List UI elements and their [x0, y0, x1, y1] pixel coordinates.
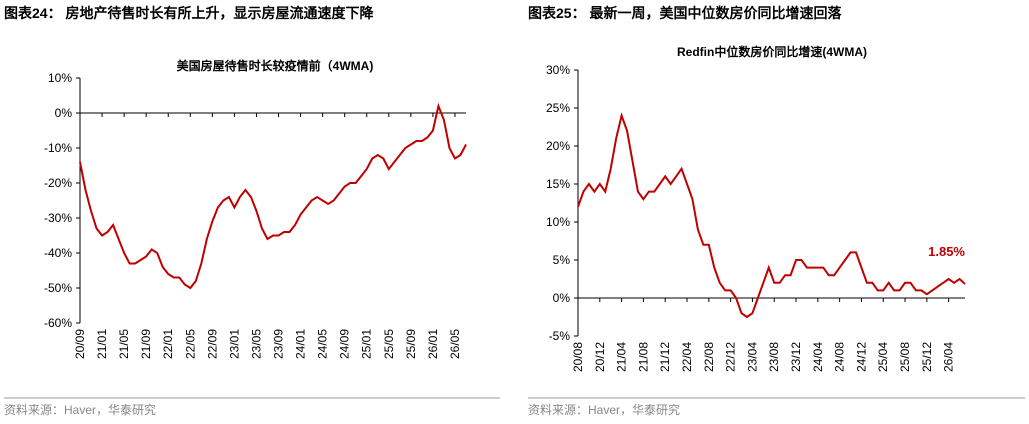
x-tick-label: 21/05: [117, 329, 131, 359]
series-line: [79, 102, 467, 290]
x-tick-label: 20/08: [571, 342, 585, 372]
x-tick-label: 22/05: [183, 329, 197, 359]
x-tick-label: 26/05: [448, 329, 462, 359]
y-tick-label: 20%: [546, 139, 570, 153]
x-tick-label: 25/09: [404, 329, 418, 359]
y-tick-label: 15%: [546, 177, 570, 191]
x-tick-label: 23/01: [227, 329, 241, 359]
source: 资料来源：Haver，华泰研究: [528, 402, 680, 417]
figure-title: 图表24： 房地产待售时长有所上升，显示房屋流通速度下降: [4, 5, 374, 21]
y-tick-label: 0%: [553, 291, 571, 305]
x-tick-label: 24/09: [338, 329, 352, 359]
chart-title: 美国房屋待售时长较疫情前（4WMA): [177, 58, 374, 73]
y-tick-label: 0%: [55, 106, 73, 120]
x-tick-label: 20/09: [73, 329, 87, 359]
x-tick-label: 24/08: [833, 342, 847, 372]
x-tick-label: 21/01: [95, 329, 109, 359]
y-tick-label: 10%: [546, 215, 570, 229]
x-tick-label: 23/08: [767, 342, 781, 372]
x-tick-label: 25/08: [898, 342, 912, 372]
x-tick-label: 22/12: [724, 342, 738, 372]
y-tick-label: 25%: [546, 101, 570, 115]
x-tick-label: 23/12: [789, 342, 803, 372]
x-tick-label: 23/09: [272, 329, 286, 359]
x-tick-label: 24/01: [294, 329, 308, 359]
x-tick-label: 21/04: [615, 342, 629, 372]
x-tick-label: 26/04: [942, 342, 956, 372]
x-tick-label: 21/08: [636, 342, 650, 372]
y-tick-label: -5%: [549, 329, 571, 343]
y-tick-label: 30%: [546, 63, 570, 77]
x-tick-label: 23/04: [745, 342, 759, 372]
x-tick-label: 22/09: [205, 329, 219, 359]
x-tick-label: 25/05: [382, 329, 396, 359]
y-tick-label: 10%: [48, 71, 72, 85]
x-tick-label: 22/04: [680, 342, 694, 372]
x-tick-label: 20/12: [593, 342, 607, 372]
y-tick-label: 5%: [553, 253, 571, 267]
x-tick-label: 26/01: [426, 329, 440, 359]
x-tick-label: 21/09: [139, 329, 153, 359]
y-tick-label: -60%: [44, 316, 72, 330]
x-tick-label: 25/12: [920, 342, 934, 372]
x-tick-label: 24/04: [811, 342, 825, 372]
x-tick-label: 22/08: [702, 342, 716, 372]
x-tick-label: 25/04: [876, 342, 890, 372]
data-label: 1.85%: [928, 244, 965, 259]
y-tick-label: -20%: [44, 176, 72, 190]
source: 资料来源：Haver，华泰研究: [4, 402, 156, 417]
y-tick-label: -40%: [44, 246, 72, 260]
y-tick-label: -50%: [44, 281, 72, 295]
y-tick-label: -30%: [44, 211, 72, 225]
series-line: [577, 112, 966, 319]
x-tick-label: 22/01: [161, 329, 175, 359]
x-tick-label: 21/12: [658, 342, 672, 372]
y-tick-label: -10%: [44, 141, 72, 155]
x-tick-label: 24/05: [316, 329, 330, 359]
x-tick-label: 25/01: [360, 329, 374, 359]
chart-title: Redfin中位数房价同比增速(4WMA): [677, 44, 867, 59]
x-tick-label: 23/05: [249, 329, 263, 359]
figure-title: 图表25： 最新一周，美国中位数房价同比增速回落: [528, 5, 842, 21]
x-tick-label: 24/12: [854, 342, 868, 372]
